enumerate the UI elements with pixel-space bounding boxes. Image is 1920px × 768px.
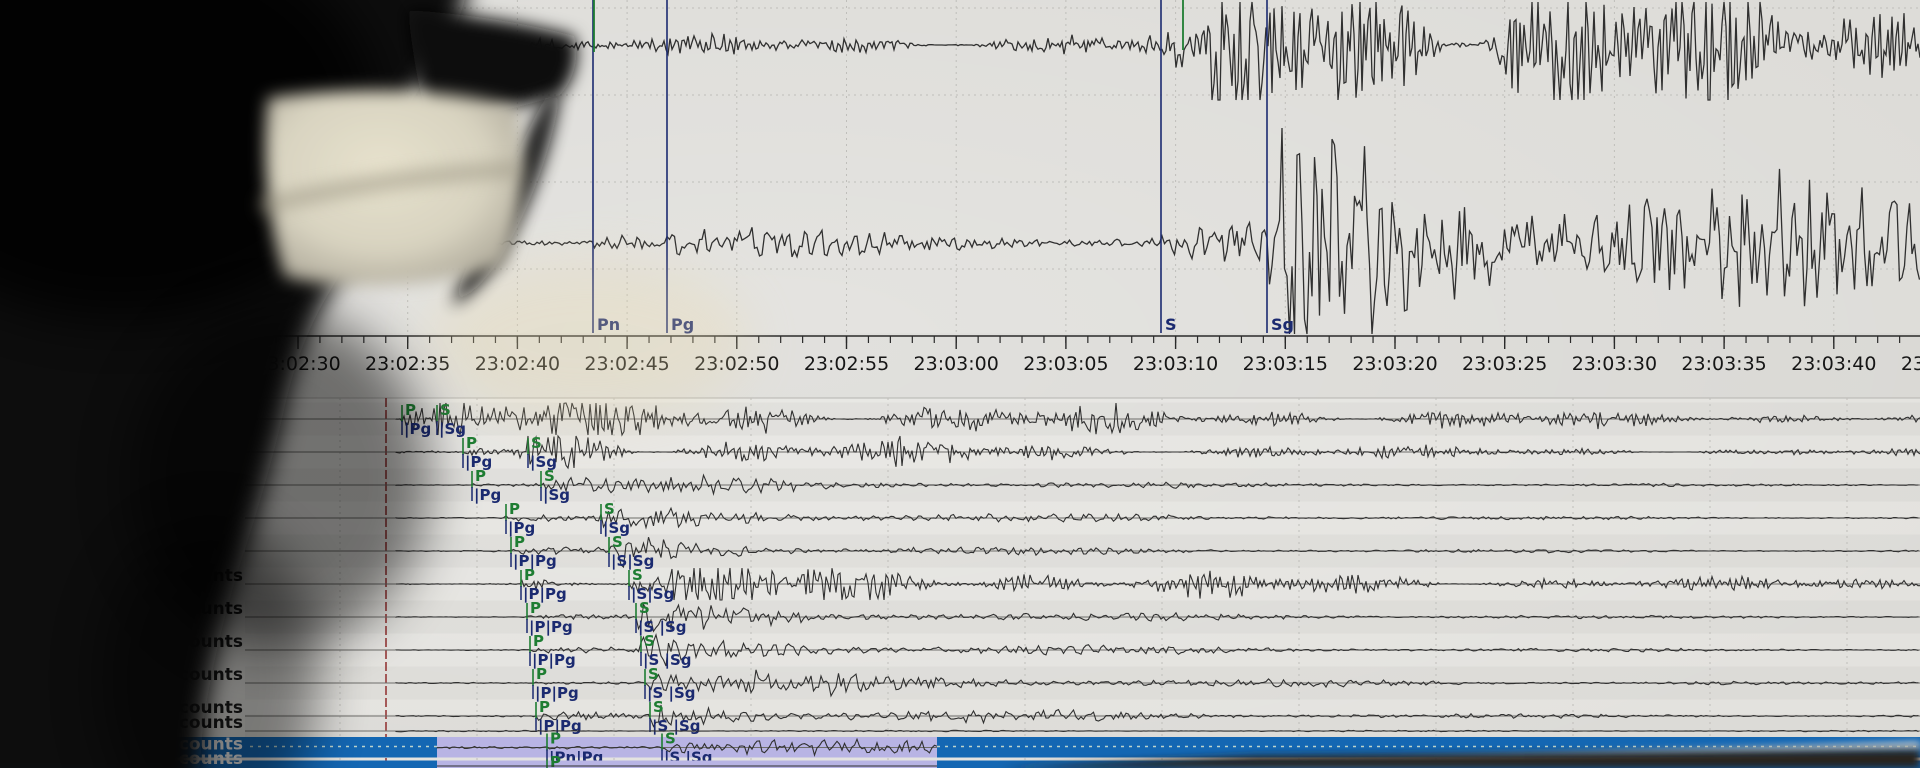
- time-label: 23:03:10: [1133, 353, 1218, 375]
- pick-label-blue[interactable]: |Pg: [465, 453, 492, 472]
- station-seismogram[interactable]: [396, 567, 1920, 601]
- time-label: 23:03:35: [1681, 353, 1766, 375]
- pick-label-blue[interactable]: |Sg: [543, 486, 570, 505]
- pick-label-blue[interactable]: |P|Pg: [535, 684, 579, 703]
- light-spill: [430, 260, 750, 420]
- time-label: 23:03:15: [1243, 353, 1328, 375]
- pick-label-green[interactable]: S: [531, 434, 542, 452]
- pick-label-green[interactable]: S: [648, 665, 659, 683]
- pick-label-blue[interactable]: |P|Pg: [513, 552, 557, 571]
- pick-label-blue[interactable]: |S |Sg: [643, 651, 692, 670]
- pick-label-green[interactable]: P: [550, 753, 561, 768]
- station-seismogram[interactable]: [395, 704, 1919, 728]
- pick-label-green[interactable]: P: [533, 632, 544, 650]
- time-label: 23:03:25: [1462, 353, 1547, 375]
- pick-label-blue[interactable]: |P|Pg: [523, 585, 567, 604]
- lens-reflection-streak: [258, 162, 520, 214]
- phase-pick-label-S[interactable]: S: [1165, 315, 1177, 334]
- pick-label-green[interactable]: P: [475, 467, 486, 485]
- pick-label-green[interactable]: S: [644, 632, 655, 650]
- station-trace-list-panel[interactable]: P|PgS|SgP|PgS|SgP|PgS|SgP|PgS|SgP|P|PgS|…: [0, 397, 1920, 768]
- pick-label-green[interactable]: P: [514, 533, 525, 551]
- phase-pick-label-Sg[interactable]: Sg: [1271, 315, 1294, 334]
- station-trace-row[interactable]: P|Pg S|Sg: [245, 434, 1920, 472]
- pick-label-blue[interactable]: |S |Sg: [652, 717, 701, 736]
- time-label: 23:03:20: [1352, 353, 1437, 375]
- station-seismogram[interactable]: [395, 633, 1919, 667]
- station-seismogram[interactable]: [395, 434, 1920, 470]
- pick-label-green[interactable]: S: [632, 566, 643, 584]
- station-seismogram[interactable]: [395, 669, 1919, 698]
- station-seismogram[interactable]: [395, 506, 1919, 530]
- pick-label-blue[interactable]: |S|Sg: [611, 552, 654, 571]
- station-trace-row[interactable]: P|Pg S|Sg: [245, 500, 1920, 538]
- pick-label-green[interactable]: S: [639, 599, 650, 617]
- station-seismogram[interactable]: [395, 537, 1919, 569]
- pick-label-blue[interactable]: |P|Pg: [532, 651, 576, 670]
- time-label: 23:03:30: [1572, 353, 1657, 375]
- station-trace-row[interactable]: P|P|Pg S|S|Sg: [245, 533, 1920, 571]
- pick-label-blue[interactable]: |S |Sg: [647, 684, 696, 703]
- time-label: 23:03:05: [1023, 353, 1108, 375]
- time-label: 23:03:00: [914, 353, 999, 375]
- seismogram-trace-1[interactable]: [529, 1, 1920, 101]
- pick-label-blue[interactable]: |Sg: [603, 519, 630, 538]
- pick-label-green[interactable]: P: [539, 698, 550, 716]
- pick-label-green[interactable]: S: [653, 698, 664, 716]
- pick-label-green[interactable]: S: [440, 401, 451, 419]
- desk-edge: [1000, 750, 1920, 768]
- pick-label-blue[interactable]: |S|Sg: [631, 585, 674, 604]
- station-seismogram[interactable]: [395, 603, 1919, 633]
- pick-label-blue[interactable]: |Sg: [530, 453, 557, 472]
- pick-label-green[interactable]: S: [604, 500, 615, 518]
- selected-station-seismogram[interactable]: [436, 737, 938, 757]
- pick-label-green[interactable]: P: [509, 500, 520, 518]
- pick-label-blue[interactable]: |Sg: [439, 420, 466, 439]
- pick-label-blue[interactable]: |Pg: [508, 519, 535, 538]
- pick-label-blue[interactable]: |S |Sg: [638, 618, 687, 637]
- pick-label-green[interactable]: S: [612, 533, 623, 551]
- time-label: 23:03:45: [1901, 353, 1920, 375]
- station-seismogram[interactable]: [395, 473, 1919, 496]
- pick-label-green[interactable]: P: [524, 566, 535, 584]
- pick-label-blue[interactable]: |P|Pg: [529, 618, 573, 637]
- pick-label-green[interactable]: S: [665, 730, 676, 748]
- pick-label-green[interactable]: S: [544, 467, 555, 485]
- time-label: 23:02:55: [804, 353, 889, 375]
- pick-label-green[interactable]: P: [530, 599, 541, 617]
- desk-edge-foreground: [1000, 742, 1920, 768]
- pick-label-blue[interactable]: |Pg: [474, 486, 501, 505]
- time-label: 23:03:40: [1791, 353, 1876, 375]
- person-silhouette: [0, 0, 750, 768]
- station-trace-row[interactable]: P|Pg S|Sg: [245, 467, 1920, 505]
- pick-label-green[interactable]: P: [550, 730, 561, 748]
- station-seismogram[interactable]: [395, 729, 1919, 733]
- pick-label-green[interactable]: P: [536, 665, 547, 683]
- seismogram-trace-2[interactable]: [461, 127, 1920, 335]
- pick-label-green[interactable]: P: [466, 434, 477, 452]
